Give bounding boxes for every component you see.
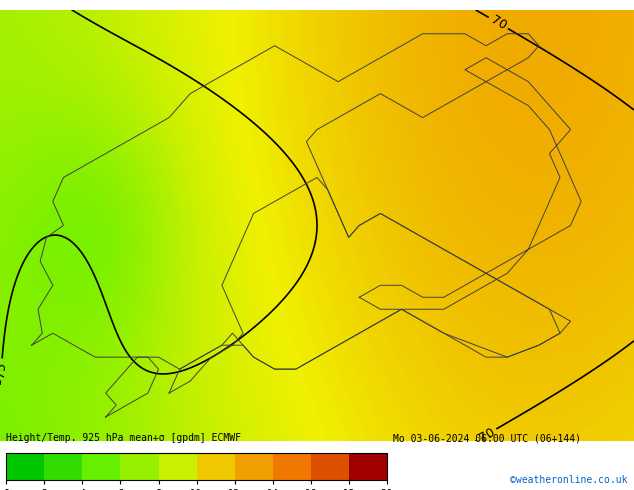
Text: Height/Temp. 925 hPa mean+σ [gpdm] ECMWF: Height/Temp. 925 hPa mean+σ [gpdm] ECMWF	[6, 434, 242, 443]
Text: 70: 70	[477, 425, 497, 444]
Text: 70: 70	[488, 13, 508, 33]
Text: 75: 75	[0, 361, 8, 378]
Text: ©weatheronline.co.uk: ©weatheronline.co.uk	[510, 475, 628, 485]
Text: Mo 03-06-2024 06:00 UTC (06+144): Mo 03-06-2024 06:00 UTC (06+144)	[393, 434, 581, 443]
